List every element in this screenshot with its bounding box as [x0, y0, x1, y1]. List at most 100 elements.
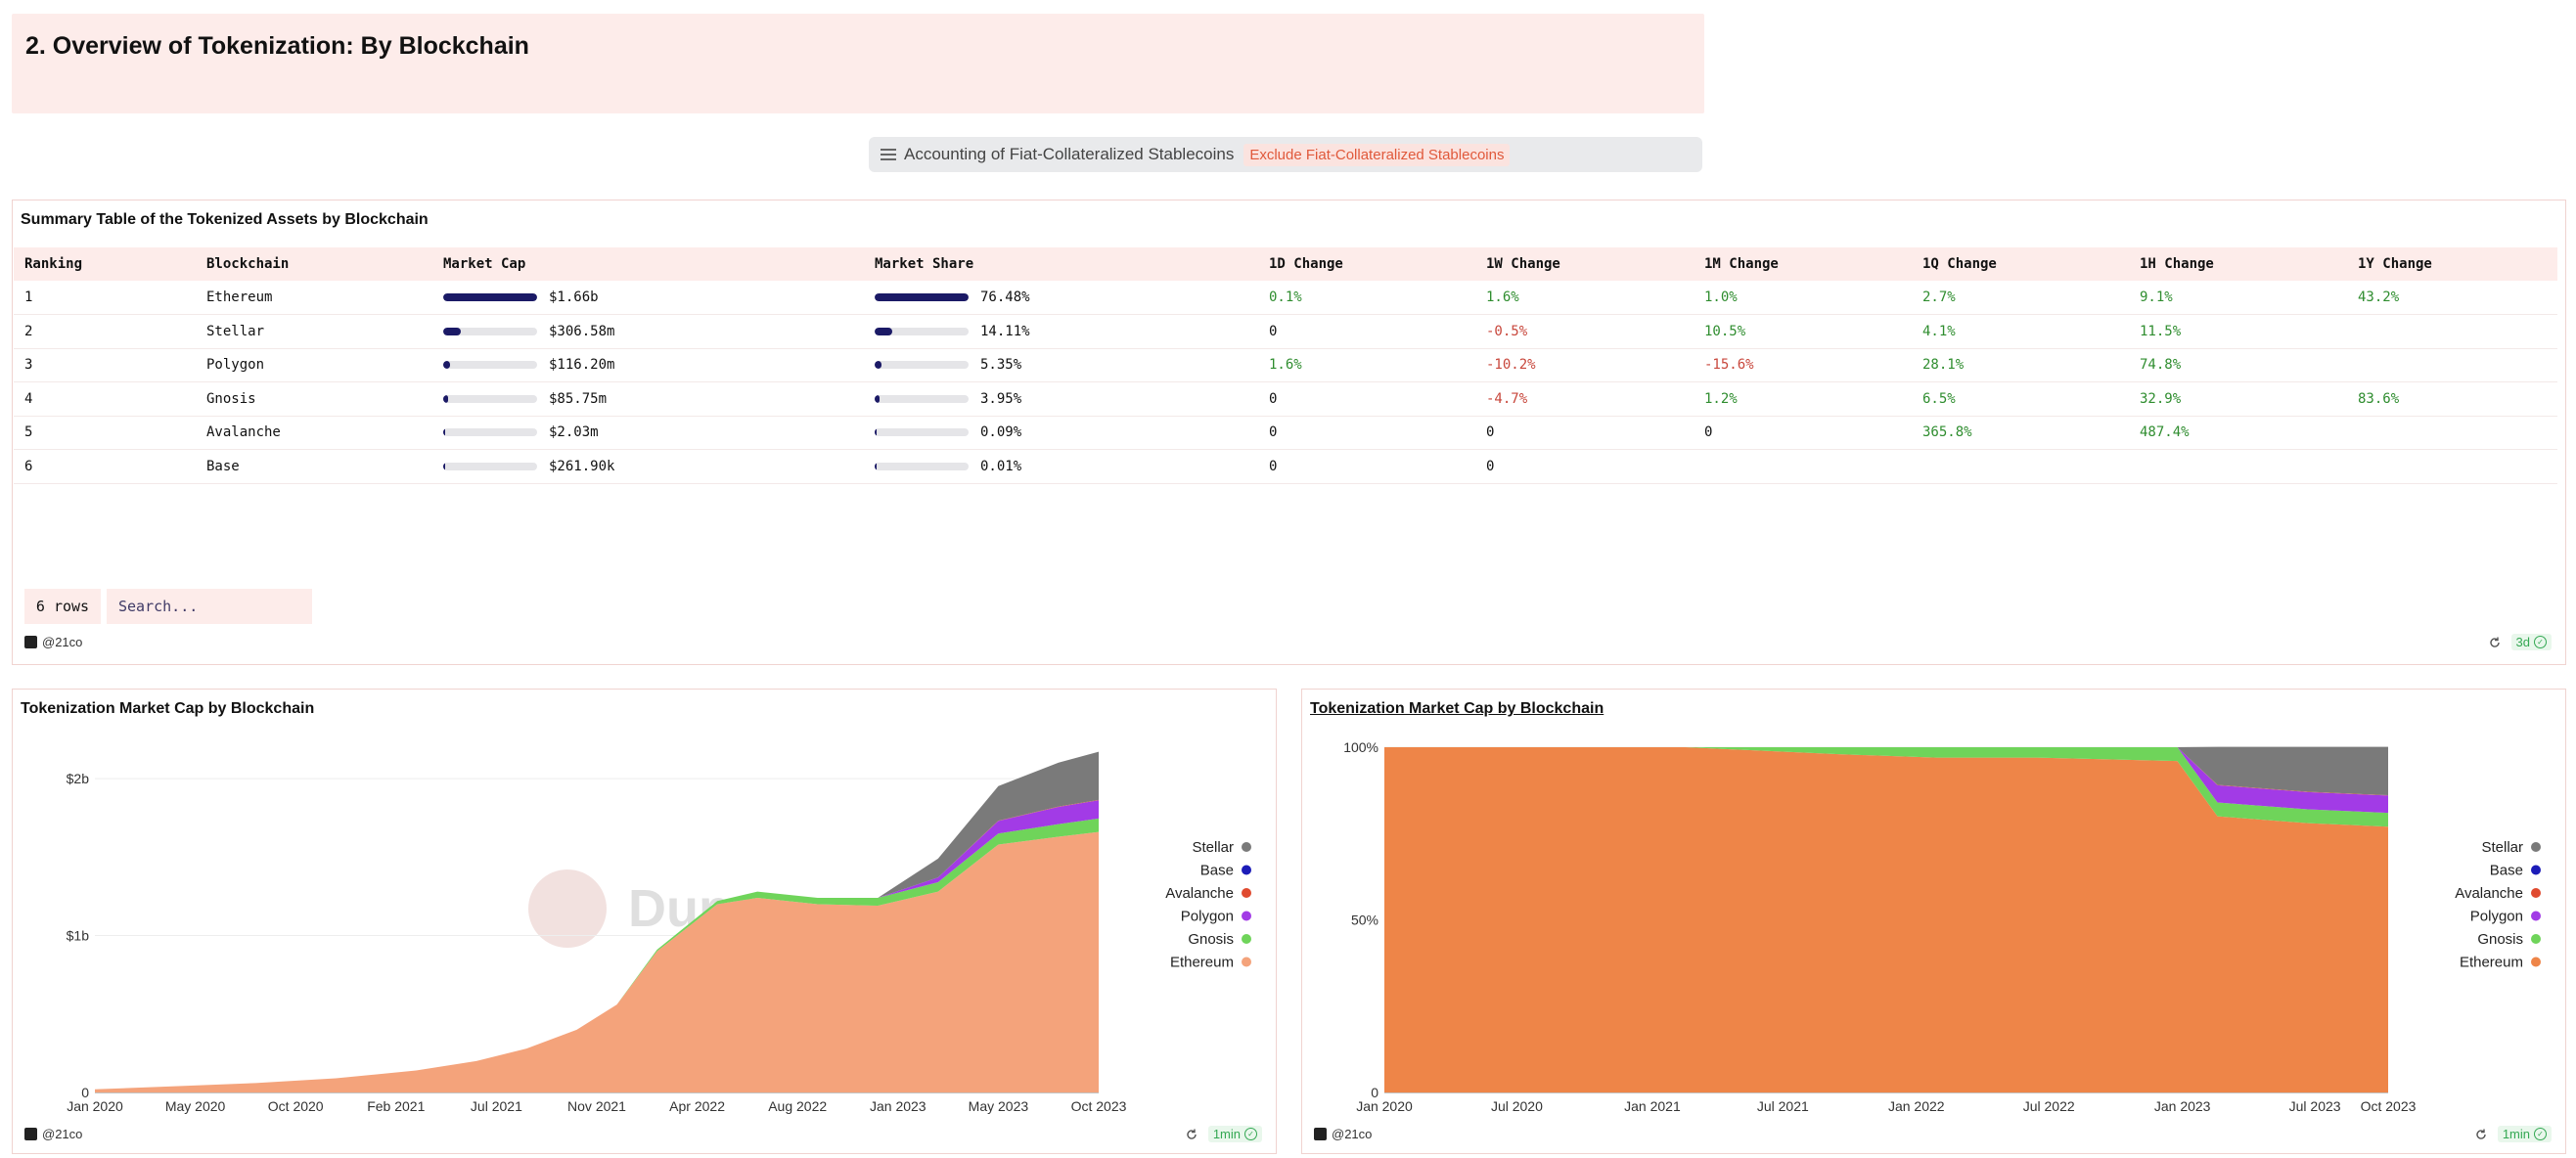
market-cap-cell: $2.03m [549, 424, 599, 440]
table-row[interactable]: 5 Avalanche $2.03m 0.09% 0 0 0 365.8% 487.4% [14, 416, 2557, 450]
author-attribution[interactable]: @21co [24, 635, 82, 649]
market-cap-bar [443, 327, 537, 335]
column-header[interactable]: 1Y Change [2358, 256, 2432, 272]
market-cap-bar [443, 428, 537, 436]
table-row[interactable]: 3 Polygon $116.20m 5.35% 1.6% -10.2% -15.6% 28.… [14, 348, 2557, 382]
x-tick-label: Oct 2020 [268, 1098, 324, 1114]
market-cap-bar [443, 462, 537, 470]
market-cap-bar-fill [443, 394, 448, 403]
refresh-icon[interactable] [1185, 1128, 1198, 1141]
market-share-cell: 3.95% [980, 390, 1022, 407]
y-tick-label: 0 [81, 1085, 89, 1100]
market-share-bar [875, 361, 969, 369]
x-tick-label: Jan 2023 [870, 1098, 926, 1114]
market-cap-bar-fill [443, 361, 450, 369]
legend-label: Polygon [2470, 909, 2523, 925]
x-tick-label: Jul 2022 [2023, 1098, 2075, 1114]
parameter-bar[interactable]: Accounting of Fiat-Collateralized Stable… [869, 137, 1702, 172]
change-cell: 0 [1269, 458, 1278, 474]
table-footer-status: 3d ✓ [2488, 634, 2552, 650]
chart-title-absolute: Tokenization Market Cap by Blockchain [21, 700, 315, 717]
area-series-stellar [1384, 746, 2388, 796]
y-tick-label: $2b [67, 771, 90, 786]
author-attribution[interactable]: @21co [24, 1127, 82, 1141]
x-tick-label: Jan 2020 [67, 1098, 123, 1114]
ranking-cell: 6 [24, 458, 33, 474]
parameter-label: Accounting of Fiat-Collateralized Stable… [904, 145, 1235, 163]
change-cell: 9.1% [2140, 290, 2173, 305]
column-header[interactable]: 1H Change [2140, 256, 2214, 272]
table-row[interactable]: 2 Stellar $306.58m 14.11% 0 -0.5% 10.5% 4.1% 11.… [14, 315, 2557, 349]
blockchain-cell: Gnosis [206, 390, 256, 407]
freshness-badge: 1min ✓ [1207, 1126, 1262, 1142]
column-header[interactable]: 1Q Change [1922, 256, 1997, 272]
author-name: @21co [1332, 1127, 1373, 1141]
market-share-cell: 5.35% [980, 357, 1022, 373]
change-cell: 1.2% [1704, 390, 1738, 407]
legend-label: Polygon [1181, 909, 1234, 925]
area-series-ethereum [95, 831, 1099, 1092]
legend-swatch [1242, 934, 1251, 944]
market-share-cell: 76.48% [980, 290, 1030, 305]
x-tick-label: Jul 2021 [1757, 1098, 1809, 1114]
market-share-bar-fill [875, 428, 877, 436]
check-icon: ✓ [2534, 636, 2547, 648]
parameter-value[interactable]: Exclude Fiat-Collateralized Stablecoins [1243, 143, 1511, 166]
chart-footer-status: 1min ✓ [2474, 1126, 2552, 1142]
column-header[interactable]: Market Share [875, 256, 974, 272]
legend-swatch [2531, 957, 2541, 967]
author-attribution[interactable]: @21co [1314, 1127, 1372, 1141]
column-header[interactable]: Blockchain [206, 256, 290, 272]
market-share-cell: 0.09% [980, 424, 1022, 440]
market-cap-cell: $1.66b [549, 290, 599, 305]
column-header[interactable]: Ranking [24, 256, 83, 272]
refresh-icon[interactable] [2488, 636, 2502, 649]
change-cell: -15.6% [1704, 357, 1754, 373]
blockchain-cell: Ethereum [206, 290, 273, 305]
x-tick-label: Aug 2022 [768, 1098, 827, 1114]
column-header[interactable]: Market Cap [443, 256, 526, 272]
table-title: Summary Table of the Tokenized Assets by… [21, 211, 429, 228]
market-share-bar-fill [875, 293, 969, 301]
table-row[interactable]: 6 Base $261.90k 0.01% 0 0 [14, 450, 2557, 484]
column-header[interactable]: 1W Change [1486, 256, 1560, 272]
freshness-badge: 1min ✓ [2497, 1126, 2552, 1142]
change-cell: 43.2% [2358, 290, 2400, 305]
market-share-bar [875, 394, 969, 403]
refresh-icon[interactable] [2474, 1128, 2488, 1141]
area-series-polygon [1384, 747, 2388, 814]
section-header-card: 2. Overview of Tokenization: By Blockcha… [12, 14, 1704, 113]
menu-icon[interactable] [881, 149, 896, 160]
legend-swatch [1242, 911, 1251, 921]
legend-swatch [2531, 842, 2541, 852]
legend-label: Base [2490, 863, 2523, 879]
change-cell: 365.8% [1922, 424, 1972, 440]
x-tick-label: May 2023 [969, 1098, 1029, 1114]
legend-swatch [1242, 957, 1251, 967]
change-cell: 0 [1486, 424, 1495, 440]
column-header[interactable]: 1M Change [1704, 256, 1779, 272]
table-row[interactable]: 4 Gnosis $85.75m 3.95% 0 -4.7% 1.2% 6.5% 32.9% 83… [14, 382, 2557, 417]
legend-label: Stellar [1192, 839, 1234, 856]
search-input[interactable] [107, 589, 312, 624]
market-share-bar-fill [875, 361, 881, 369]
change-cell: 0.1% [1269, 290, 1302, 305]
market-share-bar-fill [875, 327, 892, 335]
chart-title-percent[interactable]: Tokenization Market Cap by Blockchain [1310, 700, 1604, 717]
change-cell: 83.6% [2358, 390, 2400, 407]
change-cell: 487.4% [2140, 424, 2190, 440]
area-series-ethereum [1384, 747, 2388, 1092]
market-share-cell: 0.01% [980, 458, 1022, 474]
change-cell: 74.8% [2140, 357, 2182, 373]
market-share-bar [875, 293, 969, 301]
y-tick-label: 100% [1343, 739, 1378, 755]
column-header[interactable]: 1D Change [1269, 256, 1343, 272]
table-row[interactable]: 1 Ethereum $1.66b 76.48% 0.1% 1.6% 1.0% 2.7% 9.1… [14, 281, 2557, 315]
check-icon: ✓ [2534, 1128, 2547, 1140]
y-tick-label: 50% [1351, 913, 1378, 928]
author-avatar [24, 1128, 37, 1140]
y-tick-label: 0 [1371, 1085, 1378, 1100]
legend-swatch [2531, 911, 2541, 921]
legend-label: Stellar [2481, 839, 2523, 856]
